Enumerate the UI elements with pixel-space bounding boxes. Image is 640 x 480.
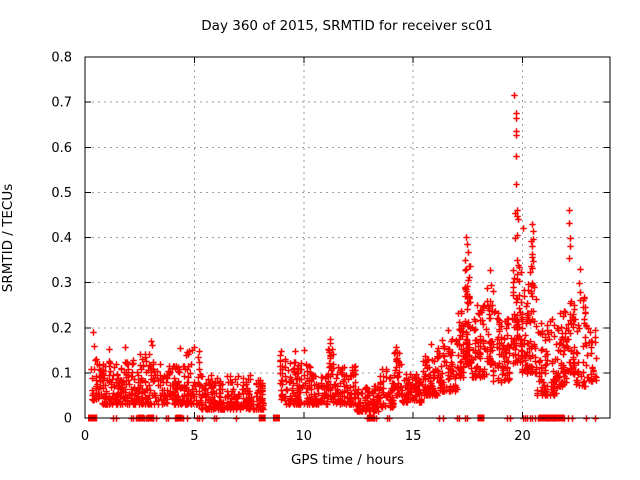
y-tick-label: 0.6 — [51, 141, 72, 156]
y-tick-label: 0.7 — [51, 96, 72, 111]
x-tick-label: 20 — [514, 429, 531, 444]
y-tick-label: 0.4 — [51, 231, 72, 246]
y-tick-label: 0 — [64, 412, 72, 427]
y-tick-label: 0.2 — [51, 321, 72, 336]
x-tick-label: 0 — [81, 429, 89, 444]
x-axis-label: GPS time / hours — [290, 452, 405, 468]
x-tick-label: 15 — [405, 429, 422, 444]
y-tick-label: 0.8 — [51, 51, 72, 66]
y-tick-label: 0.1 — [51, 366, 72, 381]
x-tick-label: 5 — [190, 429, 198, 444]
y-tick-label: 0.5 — [51, 186, 72, 201]
x-tick-label: 10 — [295, 429, 312, 444]
y-tick-label: 0.3 — [51, 276, 72, 291]
chart-title: Day 360 of 2015, SRMTID for receiver sc0… — [201, 18, 493, 34]
